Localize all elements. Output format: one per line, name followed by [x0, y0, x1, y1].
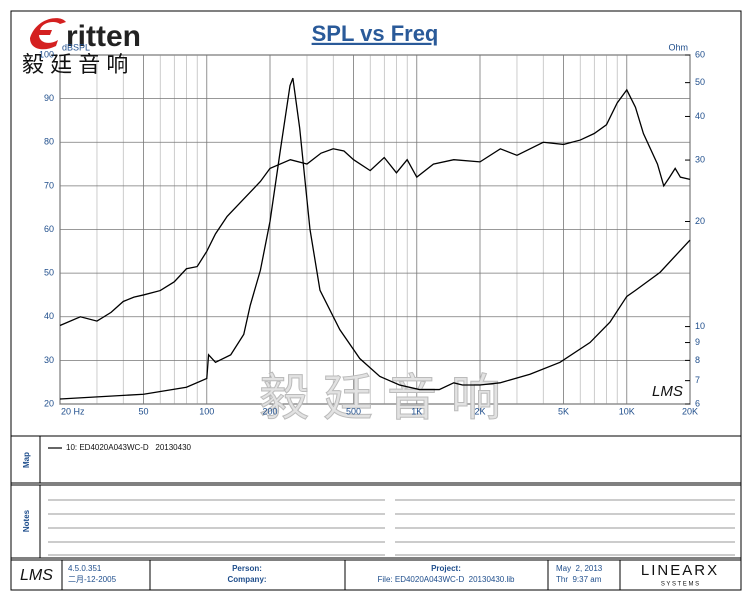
map-panel	[10, 435, 742, 484]
logo-mark	[30, 18, 66, 50]
x-tick-label: 2K	[474, 406, 485, 416]
y2-tick-label: 20	[695, 216, 705, 226]
footer-version: 4.5.0.351	[68, 564, 102, 573]
y2-tick-label: 40	[695, 111, 705, 121]
x-tick-label: 10K	[619, 406, 635, 416]
y2-tick-label: 60	[695, 49, 705, 59]
x-tick-label: 100	[199, 406, 214, 416]
y2-tick-label: 7	[695, 375, 700, 385]
footer-vendor-sub: S Y S T E M S	[661, 582, 699, 588]
notes-panel	[10, 484, 742, 559]
footer-build-date: 二月-12-2005	[68, 575, 117, 584]
data-line	[59, 88, 691, 327]
y-tick-label: 50	[44, 268, 54, 278]
y-axis-label: dBSPL	[62, 42, 90, 52]
logo-cn: 毅 廷 音 响	[22, 52, 128, 77]
y2-tick-label: 10	[695, 321, 705, 331]
footer-time: Thr 9:37 am	[556, 575, 602, 584]
footer-file: File: ED4020A043WC-D 20130430.lib	[378, 575, 516, 584]
watermark: 毅 廷 音 响	[259, 370, 501, 426]
x-tick-label: 5K	[558, 406, 569, 416]
footer-brand: LMS	[20, 567, 53, 584]
footer	[10, 559, 742, 591]
x-tick-label: 1K	[411, 406, 422, 416]
x-tick-label: 500	[346, 406, 361, 416]
y-tick-label: 60	[44, 224, 54, 234]
note-lines	[48, 499, 735, 556]
data-line	[59, 77, 691, 400]
y-tick-label: 40	[44, 311, 54, 321]
legend-entry[interactable]: 10: ED4020A043WC-D 20130430	[66, 443, 192, 452]
y-tick-label: 70	[44, 180, 54, 190]
y2-tick-label: 8	[695, 355, 700, 365]
y-tick-label: 90	[44, 93, 54, 103]
map-label: Map	[22, 452, 31, 468]
notes-label: Notes	[22, 509, 31, 532]
y2-axis-label: Ohm	[668, 42, 688, 52]
y2-tick-label: 50	[695, 77, 705, 87]
footer-person: Person:	[232, 564, 262, 573]
y2-tick-label: 6	[695, 398, 700, 408]
footer-vendor: LINEARX	[641, 562, 719, 579]
y2-tick-label: 9	[695, 337, 700, 347]
footer-project: Project:	[431, 564, 461, 573]
y2-tick-label: 30	[695, 154, 705, 164]
y-tick-label: 20	[44, 398, 54, 408]
x-tick-label: 50	[139, 406, 149, 416]
x-tick-label: 20 Hz	[61, 406, 85, 416]
y-tick-label: 80	[44, 137, 54, 147]
plot-badge: LMS	[652, 383, 683, 400]
chart-title: SPL vs Freq	[312, 21, 439, 46]
grid	[59, 54, 691, 405]
footer-dividers	[61, 560, 621, 590]
y-tick-label: 30	[44, 355, 54, 365]
logo: ritten	[66, 20, 141, 53]
x-tick-label: 20K	[682, 406, 698, 416]
y-tick-label: 100	[39, 49, 54, 59]
footer-date: May 2, 2013	[556, 564, 603, 573]
footer-company: Company:	[227, 575, 266, 584]
x-tick-label: 200	[262, 406, 277, 416]
